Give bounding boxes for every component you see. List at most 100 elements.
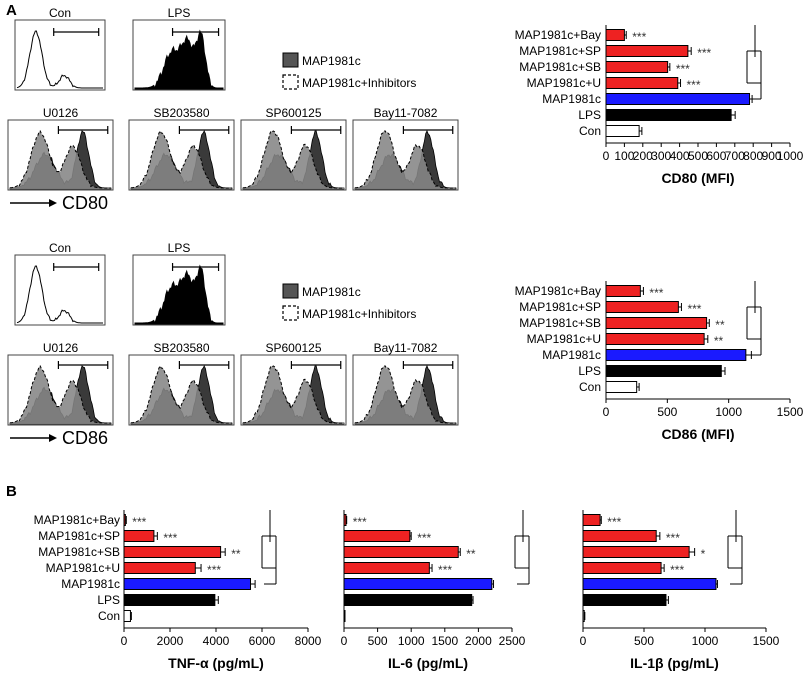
significance-label: *** <box>417 531 431 545</box>
legend-label-combo: MAP1981c+Inhibitors <box>302 307 416 321</box>
histogram-fill-overlap <box>243 131 344 189</box>
bar <box>582 578 717 590</box>
x-axis-title: CD86 (MFI) <box>661 426 734 442</box>
category-label: LPS <box>578 108 601 122</box>
histogram-fill-overlap <box>131 131 232 189</box>
x-tick-label: 1500 <box>753 634 780 648</box>
legend-label-single: MAP1981c <box>302 285 361 299</box>
x-tick-label: 1000 <box>692 634 719 648</box>
legend-swatch-single <box>282 283 299 299</box>
x-tick-label: 1500 <box>777 405 804 419</box>
x-tick-label: 2000 <box>465 634 492 648</box>
bar <box>605 61 669 73</box>
x-tick-label: 500 <box>634 634 654 648</box>
histogram-fill-overlap <box>243 366 344 424</box>
x-tick-label: 700 <box>725 149 745 163</box>
bar <box>582 594 667 606</box>
x-tick-label: 2500 <box>499 634 526 648</box>
legend-cd86: MAP1981c MAP1981c+Inhibitors <box>282 283 416 321</box>
histogram-title: U0126 <box>43 341 79 355</box>
significance-label: *** <box>697 46 711 60</box>
histogram-curve-control <box>16 30 103 89</box>
histogram-title: SP600125 <box>265 341 321 355</box>
legend-label-combo: MAP1981c+Inhibitors <box>302 76 416 90</box>
x-tick-label: 1000 <box>715 405 742 419</box>
histogram-title: SP600125 <box>265 106 321 120</box>
histogram-title: Con <box>49 6 71 20</box>
bar <box>343 562 430 574</box>
bar <box>582 562 662 574</box>
category-label: MAP1981c+SP <box>38 529 120 543</box>
bar <box>343 530 411 542</box>
significance-label: *** <box>438 563 452 577</box>
category-label: MAP1981c+U <box>527 76 601 90</box>
significance-label: *** <box>687 78 701 92</box>
histogram-fill-overlap <box>10 131 111 189</box>
significance-label: *** <box>676 62 690 76</box>
x-tick-label: 100 <box>614 149 634 163</box>
bar <box>605 381 638 393</box>
bar <box>605 317 708 329</box>
significance-label: * <box>701 547 706 561</box>
histogram-fill-overlap <box>355 131 456 189</box>
bar <box>605 349 747 361</box>
x-tick-label: 500 <box>368 634 388 648</box>
x-tick-label: 800 <box>743 149 763 163</box>
x-tick-label: 1000 <box>777 149 804 163</box>
histogram-title: SB203580 <box>153 341 209 355</box>
bar <box>605 77 679 89</box>
panel-label-b: B <box>6 483 17 500</box>
x-axis-title: IL-6 (pg/mL) <box>388 655 468 671</box>
category-label: LPS <box>578 364 601 378</box>
bar <box>582 610 585 622</box>
category-label: MAP1981c+U <box>527 332 601 346</box>
category-label: MAP1981c <box>542 92 601 106</box>
x-tick-label: 6000 <box>249 634 276 648</box>
category-label: MAP1981c+SP <box>519 300 601 314</box>
histogram-fill-lps <box>134 29 224 90</box>
bar <box>605 333 705 345</box>
x-tick-label: 600 <box>706 149 726 163</box>
category-label: Con <box>579 124 601 138</box>
x-tick-label: 2000 <box>157 634 184 648</box>
legend-swatch-combo <box>282 74 299 90</box>
significance-label: *** <box>666 531 680 545</box>
histogram-curve-inhibitor <box>9 130 111 189</box>
histogram-title: LPS <box>168 6 191 20</box>
bar <box>343 514 347 526</box>
arrow-head <box>49 434 57 442</box>
category-label: MAP1981c+Bay <box>515 284 601 298</box>
category-label: Con <box>98 609 120 623</box>
bar <box>343 594 473 606</box>
histogram-curve-inhibitor <box>130 129 232 189</box>
marker-label: CD86 <box>62 428 108 448</box>
legend-swatch-combo <box>282 305 299 321</box>
category-label: MAP1981c+U <box>46 561 120 575</box>
panel-label-a: A <box>6 2 17 19</box>
bar <box>582 514 601 526</box>
significance-label: *** <box>207 563 221 577</box>
histogram-title: U0126 <box>43 106 79 120</box>
x-tick-label: 0 <box>603 149 610 163</box>
category-label: MAP1981c+Bay <box>515 28 601 42</box>
bar <box>605 365 722 377</box>
significance-label: *** <box>632 30 646 44</box>
category-label: MAP1981c+SB <box>519 60 601 74</box>
bar <box>343 546 459 558</box>
significance-label: *** <box>687 302 701 316</box>
legend-label-single: MAP1981c <box>302 54 361 68</box>
significance-label: *** <box>132 515 146 529</box>
legend-swatch-single <box>282 52 299 68</box>
histogram-title: Con <box>49 241 71 255</box>
histogram-title: Bay11-7082 <box>374 341 438 355</box>
bar <box>605 125 640 137</box>
bar <box>582 530 657 542</box>
legend-cd80: MAP1981c MAP1981c+Inhibitors <box>282 52 416 90</box>
bar <box>605 45 689 57</box>
histogram-title: SB203580 <box>153 106 209 120</box>
x-tick-label: 900 <box>762 149 782 163</box>
bar <box>605 301 679 313</box>
category-label: Con <box>579 380 601 394</box>
